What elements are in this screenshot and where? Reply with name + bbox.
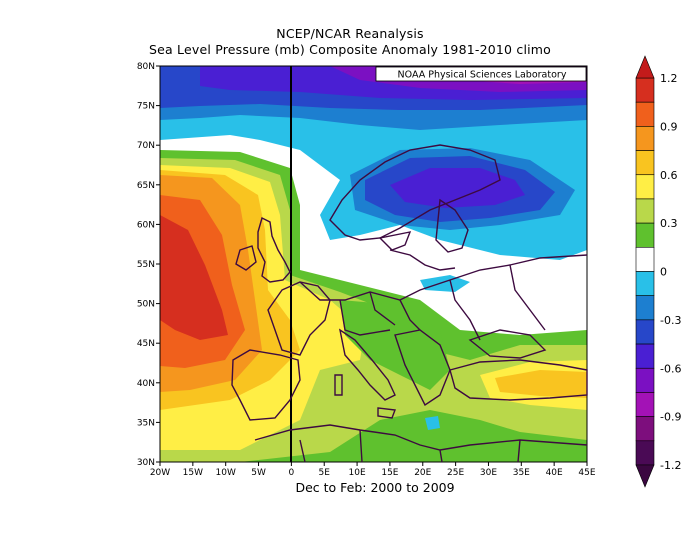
lat-tick-label: 65N	[137, 181, 155, 191]
colorbar-label: 0.3	[660, 217, 678, 230]
colorbar-segment	[635, 416, 655, 442]
colorbar-segment	[635, 174, 655, 200]
lon-tick-label: 35E	[513, 468, 530, 478]
colorbar-label: -1.2	[660, 459, 681, 472]
lat-tick-label: 55N	[137, 260, 155, 270]
lat-tick-label: 35N	[137, 418, 155, 428]
attribution-text: NOAA Physical Sciences Laboratory	[398, 70, 567, 81]
lat-tick-label: 70N	[137, 141, 155, 151]
lon-tick-label: 25E	[447, 468, 464, 478]
colorbar-label: -0.3	[660, 314, 681, 327]
lon-tick-label: 0	[289, 468, 295, 478]
lon-tick-label: 5E	[319, 468, 331, 478]
lat-axis: 30N 35N 40N 45N 50N 55N 60N 65N 70N 75N 80N	[137, 62, 160, 468]
turkey-positive-gold	[495, 370, 587, 398]
lon-tick-label: 10E	[349, 468, 366, 478]
lon-tick-label: 30E	[480, 468, 497, 478]
colorbar-segment	[635, 295, 655, 321]
lon-tick-label: 20W	[150, 468, 170, 478]
colorbar-segment	[635, 367, 655, 393]
colorbar-segment	[635, 77, 655, 103]
lat-tick-label: 75N	[137, 102, 155, 112]
lat-tick-label: 40N	[137, 379, 155, 389]
lon-tick-label: 5W	[251, 468, 266, 478]
lon-tick-label: 15E	[381, 468, 398, 478]
lat-tick-label: 45N	[137, 339, 155, 349]
lat-tick-label: 50N	[137, 300, 155, 310]
coastlines	[231, 144, 588, 463]
scandinavia-negative-violet	[390, 168, 525, 208]
positive-region-red	[160, 215, 228, 340]
chart-title: NCEP/NCAR Reanalysis	[276, 26, 424, 41]
colorbar-segment	[635, 150, 655, 176]
crete-negative	[425, 416, 440, 430]
lon-tick-label: 45E	[578, 468, 595, 478]
poland-negative	[420, 275, 470, 292]
colorbar-label: -0.6	[660, 362, 681, 375]
colorbar-label: 1.2	[660, 72, 678, 85]
lat-tick-label: 80N	[137, 62, 155, 72]
colorbar-segment	[635, 198, 655, 224]
colorbar-segment	[635, 222, 655, 248]
colorbar-max-arrow	[635, 55, 655, 79]
colorbar-min-arrow	[635, 464, 655, 488]
lon-tick-label: 40E	[546, 468, 563, 478]
colorbar-label: 0.9	[660, 120, 678, 133]
colorbar-label: 0.6	[660, 169, 678, 182]
colorbar-label: 0	[660, 266, 667, 279]
chart-subtitle: Sea Level Pressure (mb) Composite Anomal…	[148, 42, 552, 57]
lon-tick-label: 20E	[414, 468, 431, 478]
attribution-box	[375, 66, 587, 82]
colorbar-segment	[635, 247, 655, 272]
lat-tick-label: 60N	[137, 220, 155, 230]
colorbar-label: -0.9	[660, 411, 681, 424]
lon-tick-label: 15W	[183, 468, 203, 478]
lon-axis: 20W 15W 10W 5W 0 5E 10E 15E 20E 25E 30E 35E 40E 45E	[150, 462, 596, 478]
colorbar: 1.2 0.9 0.6 0.3 0 -0.3 -0.6 -0.9 -1.2	[635, 55, 681, 488]
balkans-positive	[340, 300, 450, 390]
colorbar-segment	[635, 126, 655, 151]
anomaly-fill-layer	[160, 66, 587, 462]
colorbar-segment	[635, 440, 655, 466]
colorbar-segment	[635, 271, 655, 296]
period-label: Dec to Feb: 2000 to 2009	[295, 480, 455, 495]
colorbar-segment	[635, 101, 655, 127]
colorbar-segment	[635, 392, 655, 417]
lat-tick-label: 30N	[137, 458, 155, 468]
colorbar-segment	[635, 319, 655, 345]
lon-tick-label: 10W	[216, 468, 236, 478]
colorbar-segment	[635, 343, 655, 369]
